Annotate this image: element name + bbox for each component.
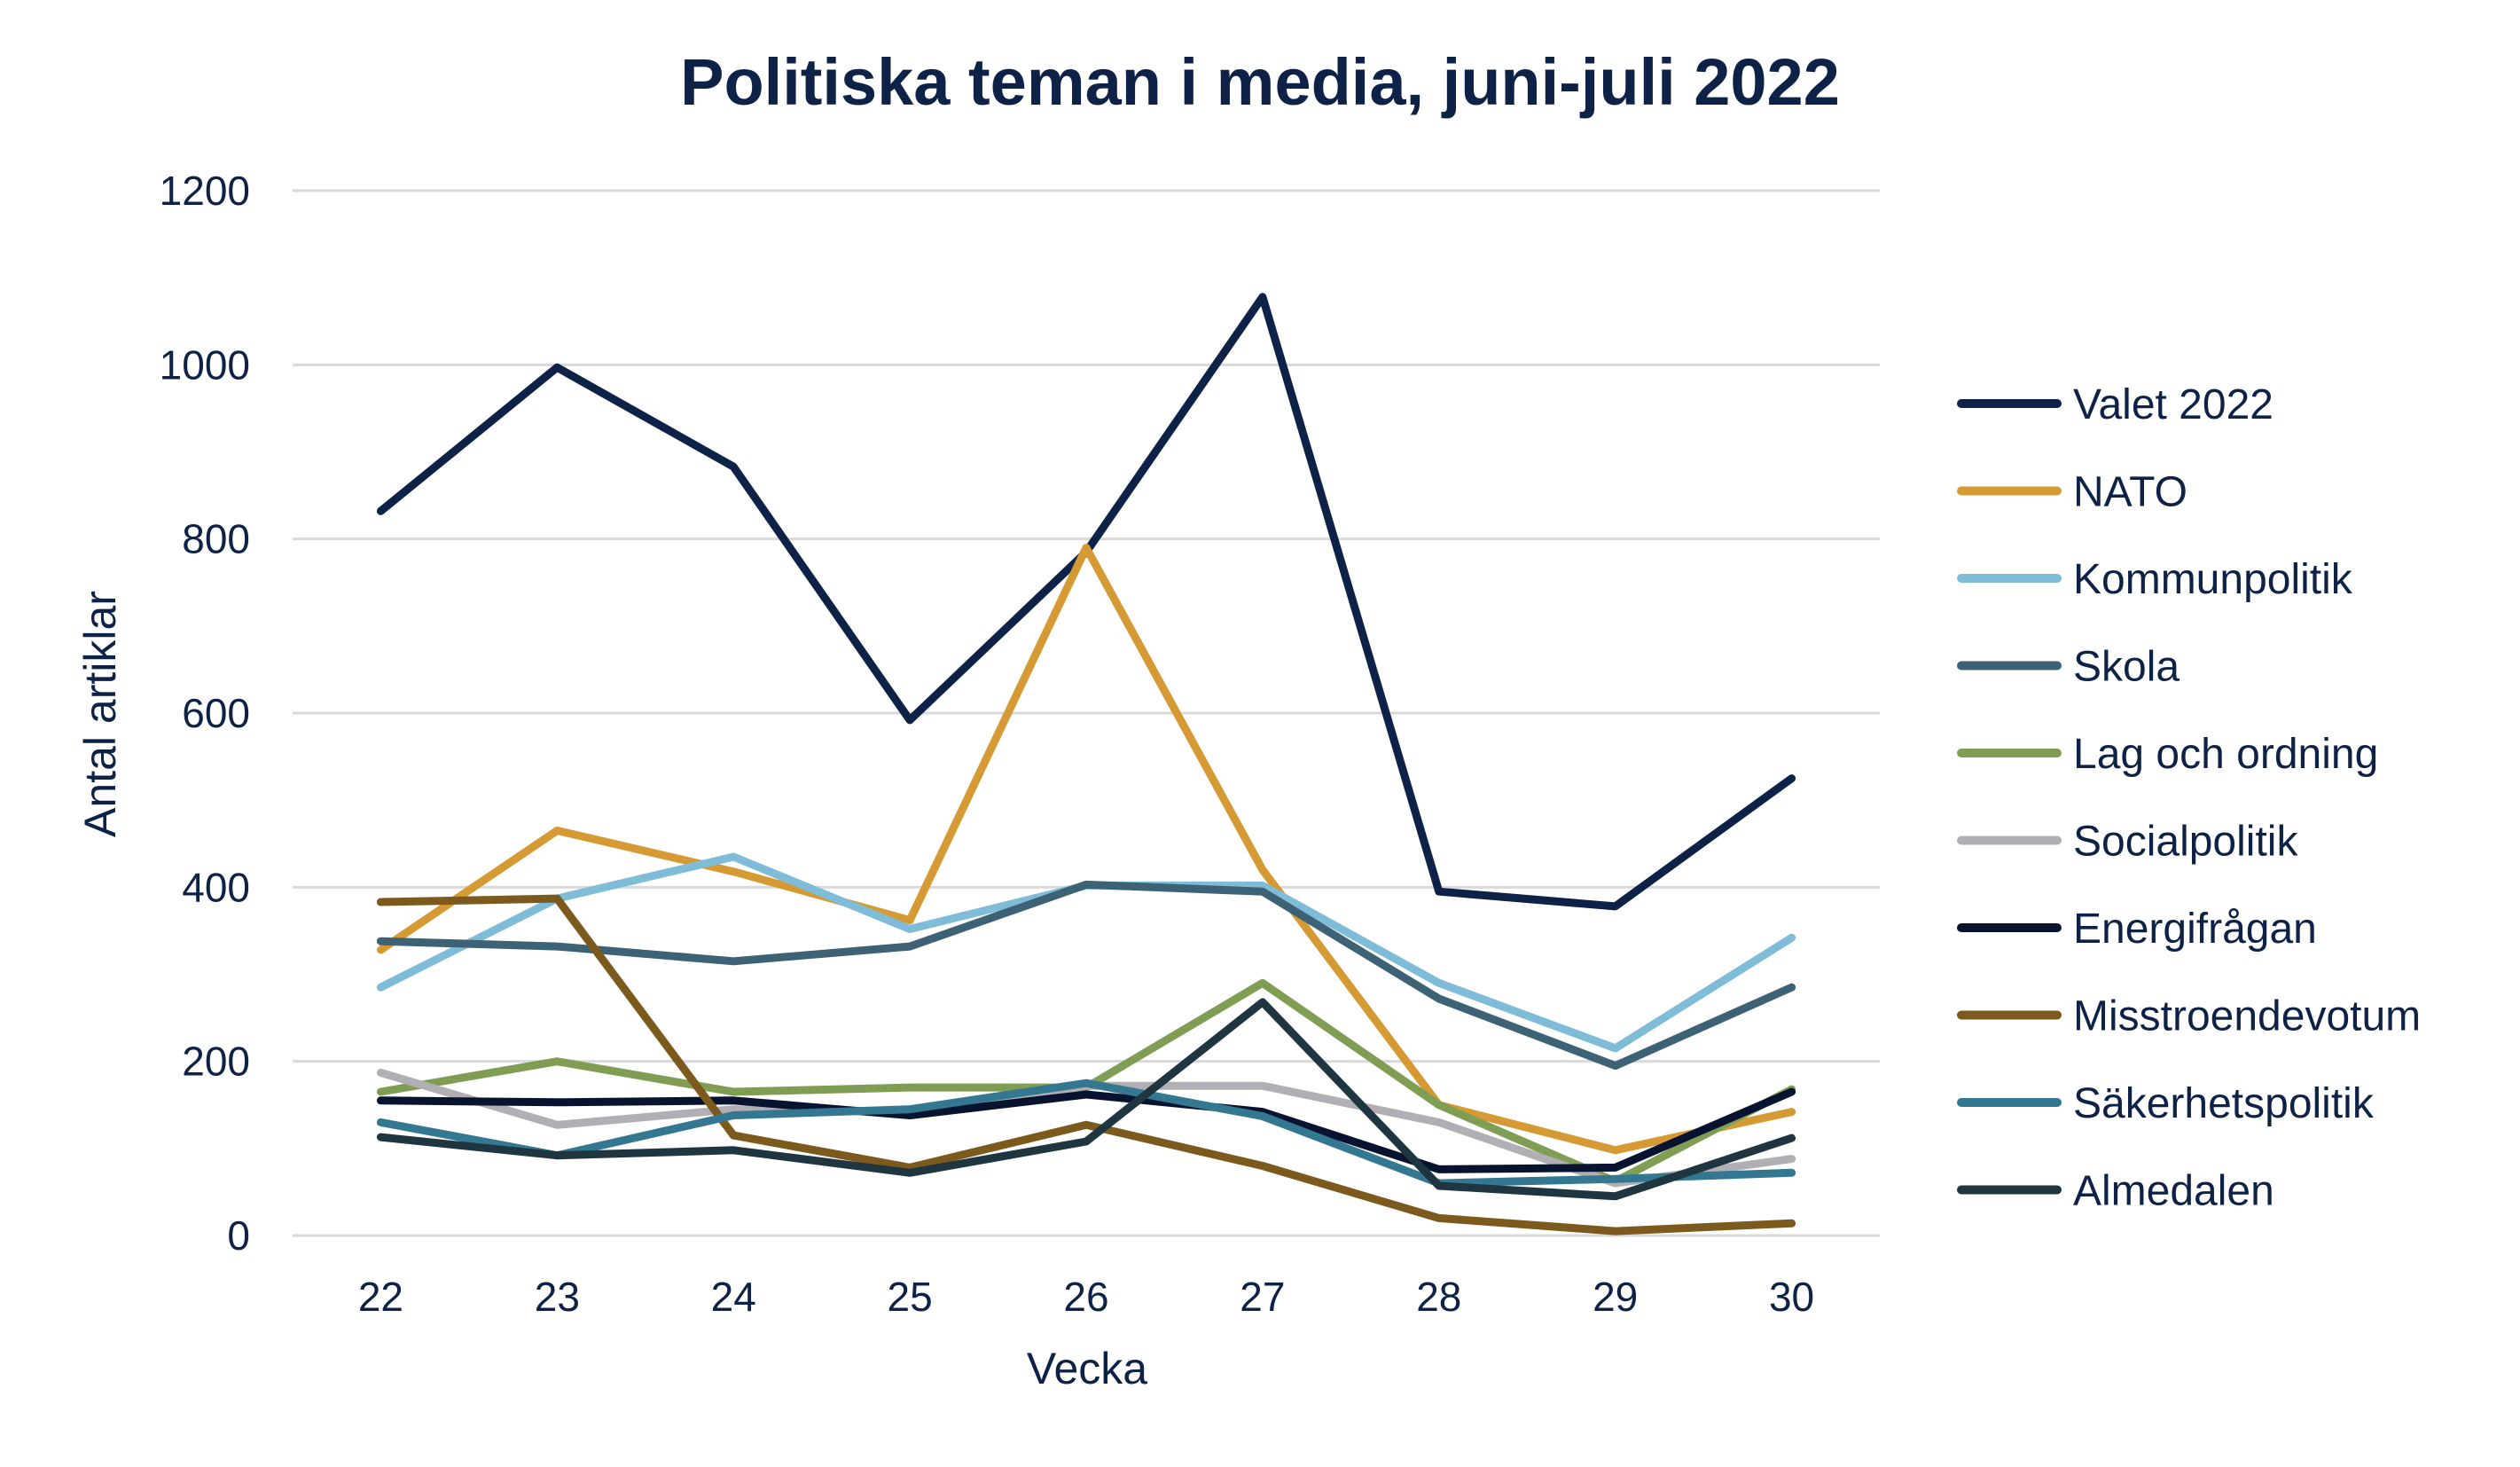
chart-title: Politiska teman i media, juni-juli 2022 (680, 45, 1840, 119)
legend-item-socialpolitik: Socialpolitik (1957, 819, 2298, 866)
legend-label: Lag och ordning (2073, 731, 2378, 778)
x-tick-label: 25 (888, 1274, 933, 1320)
y-axis-ticks: 0 200 400 600 800 1000 1200 (160, 168, 250, 1259)
legend-label: NATO (2073, 469, 2187, 516)
series-line-misstroendevotum (376, 894, 1796, 1236)
series-line-skola (376, 880, 1796, 1071)
x-tick-label: 24 (711, 1274, 756, 1320)
x-tick-label: 28 (1416, 1274, 1461, 1320)
legend-item-skola: Skola (1957, 644, 2180, 691)
series-lines (376, 293, 1796, 1236)
y-tick-label: 1000 (160, 341, 250, 388)
x-axis-title: Vecka (1027, 1344, 1147, 1393)
x-tick-label: 22 (358, 1274, 403, 1320)
y-tick-label: 600 (182, 690, 250, 736)
x-tick-label: 30 (1769, 1274, 1814, 1320)
series-line-energifr-gan (376, 1087, 1796, 1173)
series-line-almedalen (376, 998, 1796, 1201)
legend-item-lag-och-ordning: Lag och ordning (1957, 731, 2378, 778)
legend-label: Misstroendevotum (2073, 993, 2421, 1040)
legend-item-nato: NATO (1957, 469, 2187, 516)
series-line-valet-2022 (376, 293, 1796, 911)
legend-item-almedalen: Almedalen (1957, 1168, 2274, 1215)
y-axis-title: Antal artiklar (75, 591, 125, 837)
x-tick-label: 23 (535, 1274, 580, 1320)
gridlines (293, 189, 1880, 1237)
legend-item-energifr-gan: Energifrågan (1957, 906, 2317, 953)
legend-label: Almedalen (2073, 1168, 2274, 1215)
legend: Valet 2022 NATO Kommunpolitik Skola Lag och … (1957, 381, 2421, 1215)
y-tick-label: 200 (182, 1039, 250, 1085)
x-tick-label: 27 (1240, 1274, 1285, 1320)
legend-label: Energifrågan (2073, 906, 2317, 953)
x-tick-label: 26 (1063, 1274, 1108, 1320)
x-tick-label: 29 (1593, 1274, 1638, 1320)
y-tick-label: 1200 (160, 168, 250, 214)
legend-item-misstroendevotum: Misstroendevotum (1957, 993, 2421, 1040)
legend-label: Kommunpolitik (2073, 556, 2353, 603)
x-axis-ticks: 22 23 24 25 26 27 28 29 30 (358, 1274, 1814, 1320)
series-line-s-kerhetspolitik (376, 1079, 1796, 1188)
series-line-nato (376, 544, 1796, 1155)
legend-label: Skola (2073, 644, 2180, 691)
legend-item-valet-2022: Valet 2022 (1957, 381, 2273, 428)
y-tick-label: 400 (182, 864, 250, 910)
legend-label: Säkerhetspolitik (2073, 1080, 2375, 1127)
legend-label: Socialpolitik (2073, 819, 2298, 866)
y-tick-label: 800 (182, 516, 250, 562)
legend-label: Valet 2022 (2073, 381, 2273, 428)
y-tick-label: 0 (227, 1212, 250, 1259)
legend-item-s-kerhetspolitik: Säkerhetspolitik (1957, 1080, 2375, 1127)
legend-item-kommunpolitik: Kommunpolitik (1957, 556, 2353, 603)
